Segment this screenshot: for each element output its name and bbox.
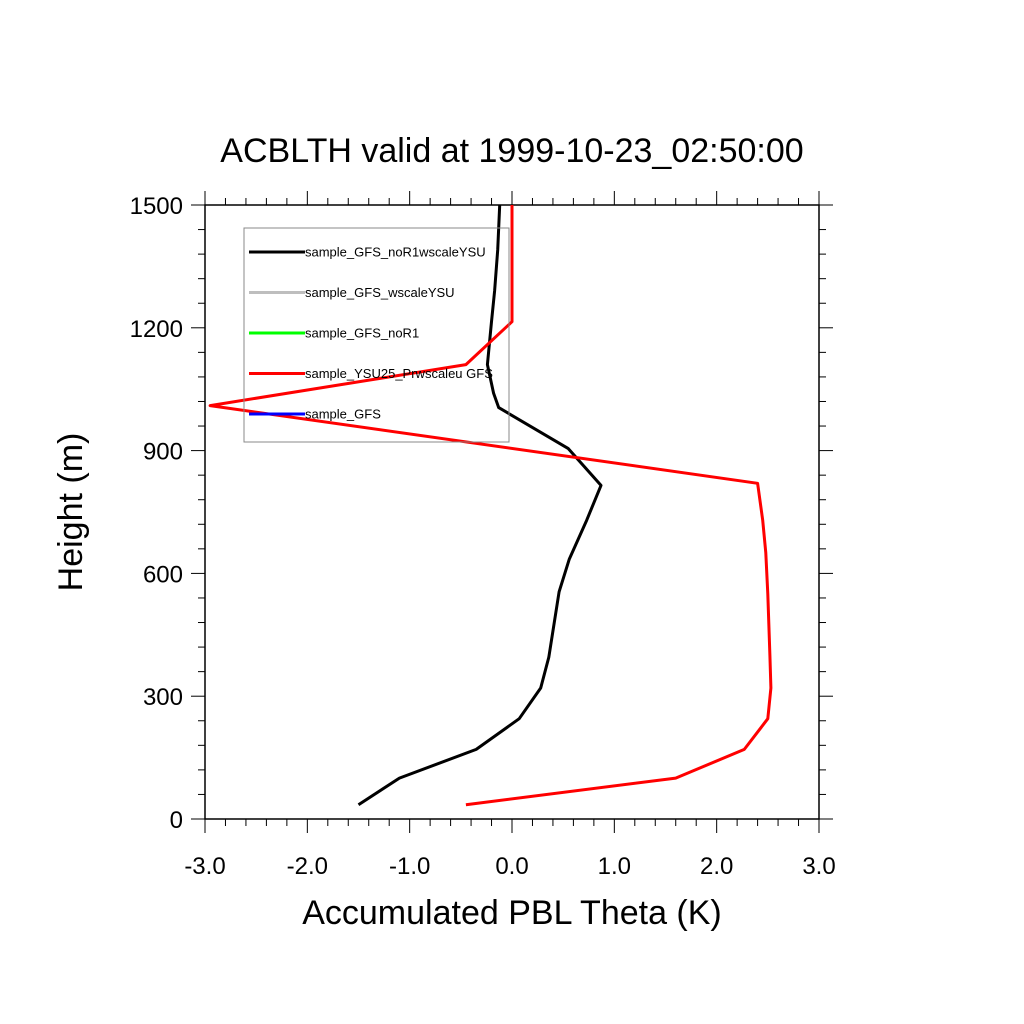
- series-lines: [208, 204, 773, 807]
- x-tick-label: 2.0: [700, 853, 733, 880]
- legend-label: sample_GFS_noR1wscaleYSU: [305, 245, 486, 260]
- y-axis-title: Height (m): [52, 433, 90, 592]
- x-tick-label: -1.0: [389, 853, 430, 880]
- axis-ticks: [191, 191, 833, 833]
- y-tick-label: 0: [170, 807, 183, 834]
- x-tick-label: 1.0: [598, 853, 631, 880]
- chart-title: ACBLTH valid at 1999-10-23_02:50:00: [220, 132, 803, 170]
- x-tick-label: -3.0: [184, 853, 225, 880]
- x-tick-label: -2.0: [287, 853, 328, 880]
- legend: sample_GFS_noR1wscaleYSU sample_GFS_wscal…: [243, 227, 510, 443]
- y-tick-label: 900: [143, 439, 183, 466]
- y-tick-label: 1200: [130, 316, 183, 343]
- legend-box: [243, 227, 510, 443]
- y-tick-label: 300: [143, 684, 183, 711]
- x-tick-label: 3.0: [802, 853, 835, 880]
- series-line: [208, 205, 773, 807]
- x-axis-title: Accumulated PBL Theta (K): [302, 894, 722, 932]
- legend-label: sample_GFS_wscaleYSU: [305, 285, 455, 300]
- tick-labels: -3.0 -2.0 -1.0 0.0 1.0 2.0 3.0 0 300 600 900 1200 15…: [130, 193, 836, 880]
- series-line: [357, 204, 603, 806]
- x-tick-label: 0.0: [495, 853, 528, 880]
- y-tick-label: 1500: [130, 193, 183, 220]
- y-tick-label: 600: [143, 561, 183, 588]
- legend-label: sample_YSU25_Prwscaleu GFS: [305, 366, 493, 381]
- legend-label: sample_GFS: [305, 407, 381, 422]
- legend-label: sample_GFS_noR1: [305, 326, 419, 341]
